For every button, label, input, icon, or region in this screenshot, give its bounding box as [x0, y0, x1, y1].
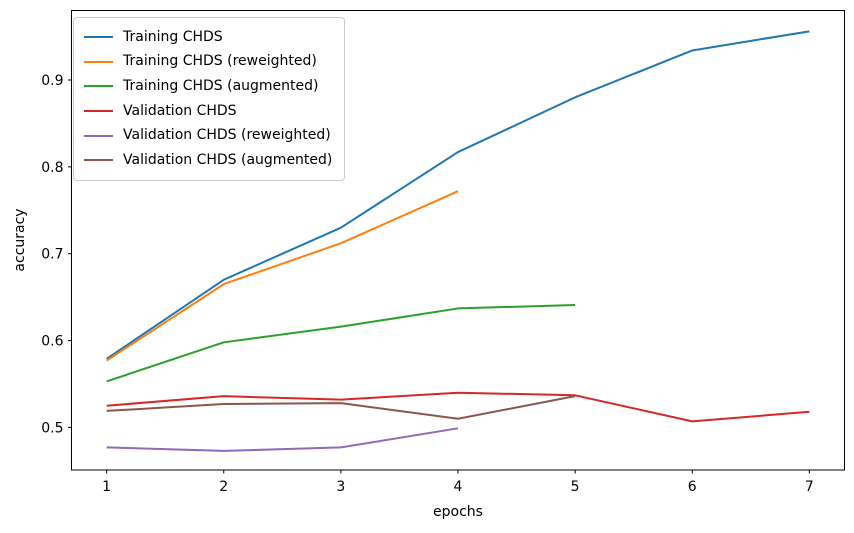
series-line	[106, 303, 576, 383]
y-tick-label: 0.7	[41, 247, 63, 263]
legend-item: Training CHDS (augmented)	[84, 74, 332, 99]
y-tick-label: 0.8	[41, 160, 63, 176]
x-tick-label: 7	[805, 479, 814, 495]
data-series-lines	[106, 30, 810, 452]
y-axis-ticks: 0.5 0.6 0.7 0.8 0.9	[41, 73, 72, 436]
legend-item: Validation CHDS	[84, 99, 332, 124]
x-tick-label: 4	[454, 479, 463, 495]
series-line	[106, 427, 459, 452]
x-tick-label: 5	[571, 479, 580, 495]
legend-line-swatch	[84, 85, 113, 88]
legend-item-label: Validation CHDS	[123, 102, 237, 119]
y-tick-label: 0.9	[41, 73, 63, 89]
legend-item: Validation CHDS (reweighted)	[84, 123, 332, 148]
x-tick-label: 1	[102, 479, 111, 495]
legend-line-swatch	[84, 159, 113, 162]
x-axis-ticks: 1 2 3 4 5 6 7	[102, 470, 814, 495]
legend-item-label: Training CHDS	[123, 28, 223, 45]
x-tick-label: 2	[219, 479, 228, 495]
legend-item: Training CHDS (reweighted)	[84, 50, 332, 75]
legend-line-swatch	[84, 134, 113, 137]
legend-line-swatch	[84, 60, 113, 63]
x-tick-label: 6	[688, 479, 697, 495]
series-line	[106, 391, 810, 423]
legend-item: Training CHDS	[84, 25, 332, 50]
x-axis-label: epochs	[433, 504, 483, 520]
legend: Training CHDS Training CHDS (reweighted)…	[73, 17, 346, 181]
y-axis-label: accuracy	[12, 208, 28, 271]
legend-item-label: Training CHDS (augmented)	[123, 77, 319, 94]
legend-item: Validation CHDS (augmented)	[84, 148, 332, 173]
series-line	[106, 190, 459, 362]
legend-line-swatch	[84, 110, 113, 113]
y-tick-label: 0.5	[41, 420, 63, 436]
series-line	[106, 395, 576, 420]
y-tick-label: 0.6	[41, 334, 63, 350]
legend-item-label: Training CHDS (reweighted)	[123, 53, 317, 70]
x-tick-label: 3	[336, 479, 345, 495]
legend-item-label: Validation CHDS (augmented)	[123, 151, 333, 168]
legend-line-swatch	[84, 36, 113, 39]
series-line	[106, 30, 810, 360]
legend-item-label: Validation CHDS (reweighted)	[123, 127, 331, 144]
